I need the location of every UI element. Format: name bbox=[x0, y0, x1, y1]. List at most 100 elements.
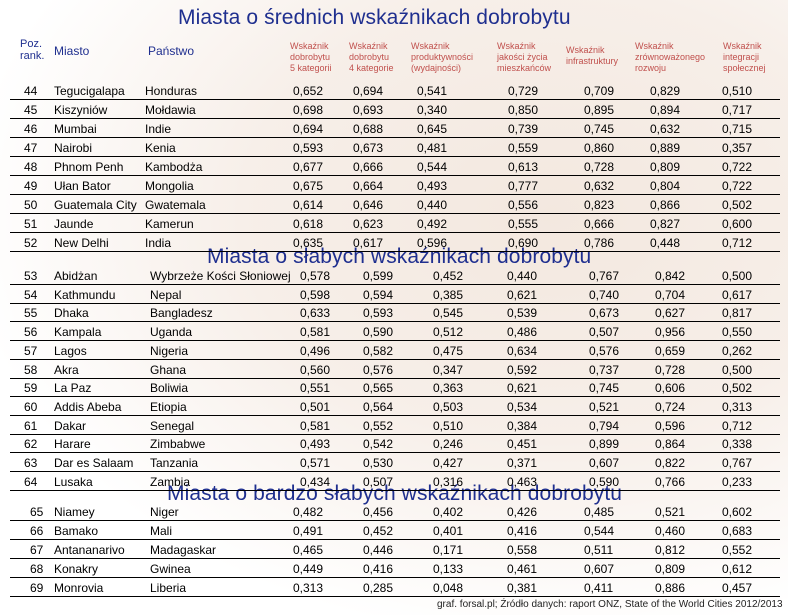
row-divider bbox=[10, 137, 780, 138]
cell-ind4: 0,461 bbox=[507, 562, 538, 576]
cell-ind2: 0,564 bbox=[363, 399, 394, 414]
row-divider bbox=[10, 251, 780, 252]
cell-ind5: 0,666 bbox=[584, 217, 615, 231]
cell-country: Liberia bbox=[150, 581, 187, 595]
row-divider bbox=[10, 232, 780, 233]
cell-country: Senegal bbox=[150, 418, 195, 433]
cell-rank: 63 bbox=[24, 456, 38, 470]
cell-ind4: 0,739 bbox=[508, 122, 539, 136]
table-row: 54 Kathmundu Nepal 0,598 0,594 0,385 0,621 0,74… bbox=[10, 285, 780, 304]
row-divider bbox=[10, 577, 780, 578]
cell-country: Bangladesz bbox=[150, 306, 213, 321]
cell-rank: 50 bbox=[24, 198, 38, 212]
cell-ind2: 0,565 bbox=[363, 381, 394, 396]
table-row: 57 Lagos Nigeria 0,496 0,582 0,475 0,634 0,576 0… bbox=[10, 341, 780, 360]
cell-city: Ułan Bator bbox=[54, 179, 111, 193]
header-indicator-1: Wskaźnik dobrobytu 5 kategorii bbox=[290, 41, 332, 73]
table-row: 62 Harare Zimbabwe 0,493 0,542 0,246 0,451 0,89… bbox=[10, 434, 780, 454]
row-divider bbox=[10, 321, 780, 323]
cell-country: Mali bbox=[150, 524, 173, 538]
cell-city: La Paz bbox=[54, 381, 92, 396]
cell-country: Kamerun bbox=[145, 217, 194, 231]
cell-ind6: 0,704 bbox=[655, 287, 686, 302]
cell-rank: 45 bbox=[24, 103, 38, 117]
row-divider bbox=[10, 539, 780, 540]
table-row: 64 Lusaka Zambia 0,434 0,507 0,316 0,463 0,590 0… bbox=[10, 472, 780, 491]
cell-ind3: 0,481 bbox=[417, 141, 448, 155]
cell-ind3: 0,048 bbox=[433, 581, 464, 595]
table-row: 49 Ułan Bator Mongolia 0,675 0,664 0,493 0,777… bbox=[10, 176, 780, 195]
cell-ind3: 0,475 bbox=[433, 343, 464, 358]
cell-city: Antananarivo bbox=[54, 543, 125, 557]
cell-city: Akra bbox=[54, 362, 79, 377]
cell-rank: 57 bbox=[24, 343, 38, 358]
cell-ind3: 0,503 bbox=[433, 399, 464, 414]
table-row: 53 Abidżan Wybrzeże Kości Słoniowej 0,578 0,… bbox=[10, 266, 780, 285]
cell-ind6: 0,842 bbox=[655, 269, 686, 283]
cell-city: Konakry bbox=[54, 562, 99, 576]
row-divider bbox=[10, 213, 780, 214]
row-divider bbox=[10, 489, 780, 491]
cell-city: Dar es Salaam bbox=[54, 456, 134, 470]
cell-ind5: 0,737 bbox=[589, 362, 620, 377]
cell-rank: 68 bbox=[30, 562, 44, 576]
section-title-medium: Miasta o średnich wskaźnikach dobrobytu bbox=[178, 6, 571, 29]
header-indicator-4: Wskaźnik jakości życia mieszkańców bbox=[497, 41, 552, 73]
cell-rank: 64 bbox=[24, 474, 38, 489]
cell-ind1: 0,698 bbox=[293, 103, 324, 117]
cell-ind5: 0,590 bbox=[589, 474, 620, 489]
cell-ind7: 0,712 bbox=[722, 418, 753, 433]
cell-rank: 52 bbox=[24, 236, 38, 250]
cell-ind6: 0,956 bbox=[655, 325, 686, 340]
cell-ind5: 0,823 bbox=[584, 198, 615, 212]
cell-city: Guatemala City bbox=[54, 198, 137, 212]
cell-rank: 47 bbox=[24, 141, 38, 155]
cell-country: Uganda bbox=[150, 325, 193, 340]
cell-ind4: 0,558 bbox=[507, 543, 538, 557]
cell-ind7: 0,617 bbox=[722, 287, 753, 302]
cell-ind4: 0,416 bbox=[507, 524, 538, 538]
cell-ind2: 0,693 bbox=[353, 103, 384, 117]
table-row: 67 Antananarivo Madagaskar 0,465 0,446 0,171 0… bbox=[10, 540, 780, 559]
cell-country: Zambia bbox=[150, 474, 191, 489]
cell-ind3: 0,510 bbox=[433, 418, 464, 433]
cell-ind7: 0,612 bbox=[722, 562, 753, 576]
cell-ind4: 0,850 bbox=[508, 103, 539, 117]
cell-ind4: 0,621 bbox=[507, 381, 538, 396]
cell-country: Gwatemala bbox=[145, 198, 206, 212]
cell-ind1: 0,578 bbox=[300, 269, 331, 283]
cell-ind6: 0,886 bbox=[655, 581, 686, 595]
cell-ind3: 0,512 bbox=[433, 325, 464, 340]
cell-ind6: 0,809 bbox=[650, 160, 681, 174]
cell-ind2: 0,593 bbox=[363, 306, 394, 321]
cell-ind5: 0,411 bbox=[584, 581, 614, 595]
cell-ind7: 0,722 bbox=[722, 160, 753, 174]
cell-ind3: 0,541 bbox=[417, 84, 448, 98]
cell-ind7: 0,502 bbox=[722, 381, 753, 396]
cell-country: Nepal bbox=[150, 287, 182, 302]
cell-ind3: 0,402 bbox=[433, 505, 464, 519]
cell-country: Boliwia bbox=[150, 381, 189, 396]
cell-ind3: 0,452 bbox=[433, 269, 464, 283]
cell-ind6: 0,724 bbox=[655, 399, 686, 414]
cell-ind3: 0,385 bbox=[433, 287, 464, 302]
cell-ind5: 0,607 bbox=[584, 562, 615, 576]
cell-ind4: 0,534 bbox=[507, 399, 538, 414]
cell-rank: 60 bbox=[24, 399, 38, 414]
row-divider bbox=[10, 340, 780, 342]
cell-ind2: 0,416 bbox=[363, 562, 394, 576]
cell-city: Mumbai bbox=[54, 122, 97, 136]
header-indicator-3: Wskaźnik produktywności (wydajności) bbox=[411, 41, 474, 73]
cell-ind6: 0,596 bbox=[655, 418, 686, 433]
cell-ind5: 0,544 bbox=[584, 524, 615, 538]
row-divider bbox=[10, 99, 780, 100]
cell-ind1: 0,501 bbox=[300, 399, 331, 414]
section-title-weak: Miasta o słabych wskaźnikach dobrobytu bbox=[207, 245, 592, 268]
cell-ind3: 0,596 bbox=[417, 236, 448, 250]
table-row: 68 Konakry Gwinea 0,449 0,416 0,133 0,461 0,607… bbox=[10, 559, 780, 578]
cell-city: Tegucigalapa bbox=[54, 84, 125, 98]
cell-ind5: 0,673 bbox=[589, 306, 620, 321]
cell-ind4: 0,426 bbox=[507, 505, 538, 519]
cell-ind5: 0,895 bbox=[584, 103, 615, 117]
cell-ind2: 0,285 bbox=[363, 581, 394, 595]
